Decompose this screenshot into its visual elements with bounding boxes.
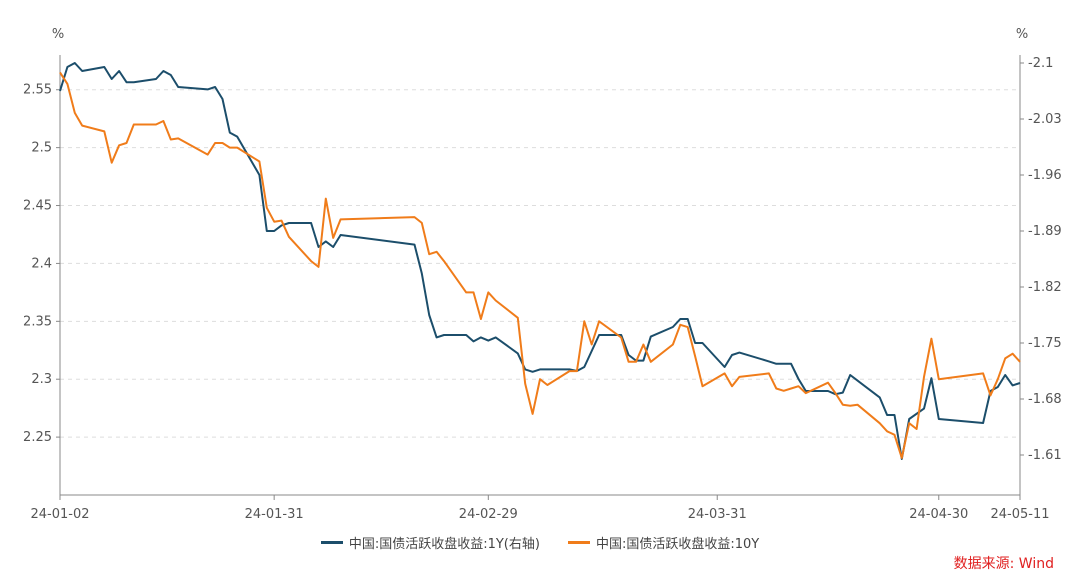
x-tick-label: 24-05-11 [990, 507, 1049, 522]
legend-swatch-10y [567, 541, 590, 544]
left-y-tick-labels: 2.25 2.3 2.35 2.4 2.45 2.5 2.55 [23, 83, 60, 445]
x-tick-label: 24-01-02 [30, 507, 89, 522]
left-tick-label: 2.45 [23, 199, 52, 214]
legend-swatch-1y [320, 541, 343, 544]
grid-lines [60, 89, 1020, 438]
legend-item-1y: 中国:国债活跃收盘收益:1Y(右轴) [320, 533, 540, 552]
series-line-1y [59, 62, 1021, 460]
line-chart: % % 2.25 2.3 2.35 2.4 2.45 2.5 2.55 -1.61 -1.68… [23, 27, 1062, 522]
legend-label-1y: 中国:国债活跃收盘收益:1Y(右轴) [348, 537, 540, 552]
left-tick-label: 2.25 [23, 430, 52, 445]
legend-item-10y: 中国:国债活跃收盘收益:10Y [567, 533, 760, 552]
series-lines [59, 62, 1021, 460]
legend-label-10y: 中国:国债活跃收盘收益:10Y [595, 537, 760, 552]
left-tick-label: 2.55 [23, 83, 52, 98]
x-tick-label: 24-03-31 [688, 507, 747, 522]
right-tick-label: -2.1 [1028, 56, 1053, 71]
left-axis-unit: % [52, 27, 64, 42]
x-tick-label: 24-01-31 [245, 507, 304, 522]
left-tick-label: 2.3 [31, 372, 52, 387]
right-tick-label: -1.61 [1028, 448, 1062, 463]
left-tick-label: 2.5 [31, 141, 52, 156]
right-tick-label: -1.82 [1028, 280, 1062, 295]
x-tick-label: 24-04-30 [909, 507, 968, 522]
legend: 中国:国债活跃收盘收益:1Y(右轴) 中国:国债活跃收盘收益:10Y [0, 533, 1080, 552]
left-tick-label: 2.4 [31, 256, 52, 271]
series-line-10y [59, 71, 1021, 459]
source-note: 数据来源: Wind [953, 556, 1054, 572]
x-tick-label: 24-02-29 [459, 507, 518, 522]
right-tick-label: -1.75 [1028, 336, 1062, 351]
left-tick-label: 2.35 [23, 314, 52, 329]
right-tick-label: -1.89 [1028, 224, 1062, 239]
right-tick-label: -1.96 [1028, 168, 1062, 183]
x-tick-labels: 24-01-02 24-01-31 24-02-29 24-03-31 24-04-30… [30, 495, 1050, 522]
right-tick-label: -1.68 [1028, 392, 1062, 407]
right-tick-label: -2.03 [1028, 112, 1062, 127]
axes [59, 55, 1021, 496]
right-axis-unit: % [1016, 27, 1028, 42]
right-y-tick-labels: -1.61 -1.68 -1.75 -1.82 -1.89 -1.96 -2.03 -2.1 [1020, 56, 1062, 463]
